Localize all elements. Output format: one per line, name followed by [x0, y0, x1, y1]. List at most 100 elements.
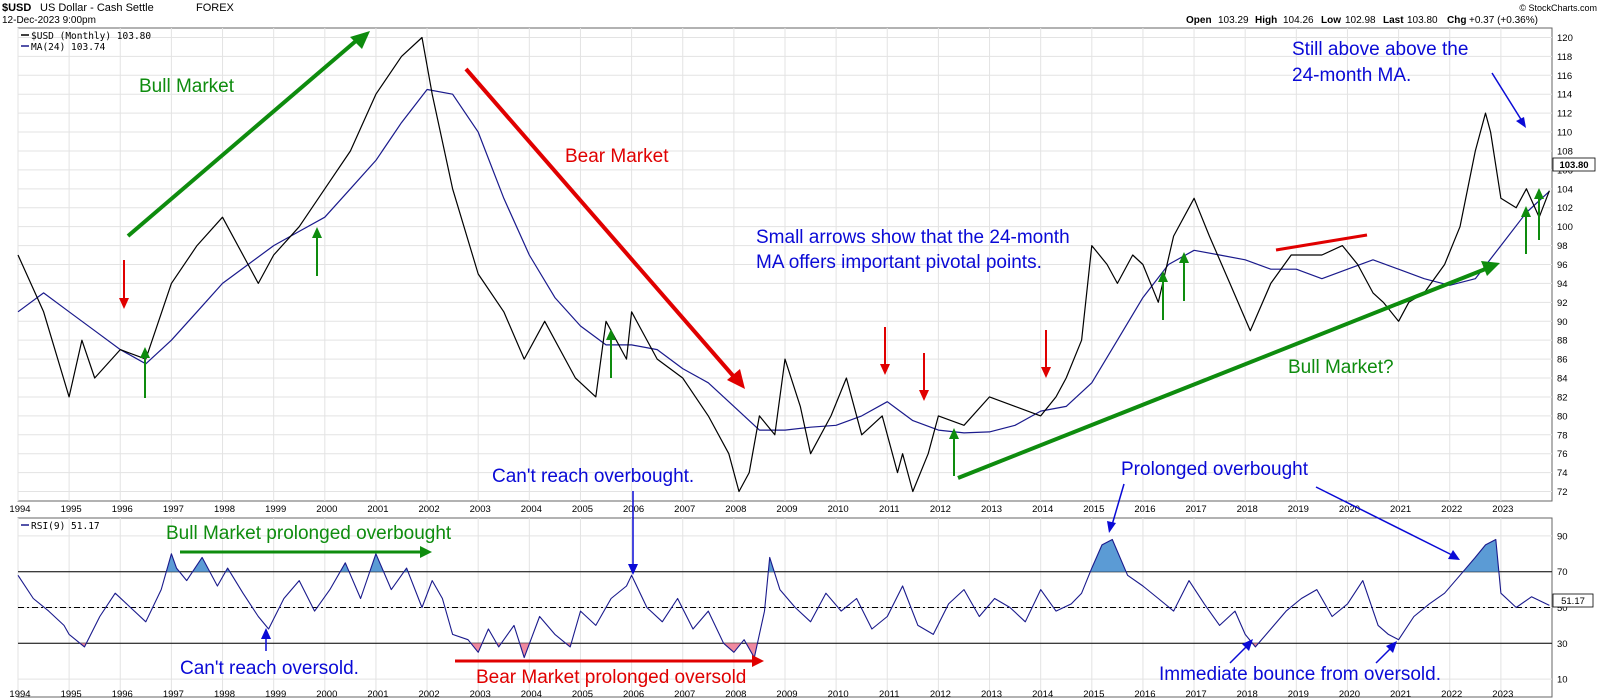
price-x-tick-label: 1998: [214, 504, 235, 515]
rsi-fill-layer: [80, 539, 1499, 658]
open-value: 103.29: [1218, 15, 1249, 26]
bull-question-trend-arrow: [957, 266, 1489, 480]
red-down-arrow: [119, 260, 129, 309]
rsi-overbought-fill: [1090, 539, 1127, 572]
price-x-tick-label: 2011: [879, 504, 899, 515]
price-y-tick-label: 84: [1557, 374, 1568, 385]
rsi-x-tick-label: 2022: [1441, 689, 1462, 700]
rsi-x-tick-label: 2016: [1134, 689, 1155, 700]
rsi-oversold-fill: [470, 643, 483, 653]
price-x-tick-label: 2002: [418, 504, 439, 515]
rsi-x-tick-label: 2011: [879, 689, 899, 700]
rsi-x-tick-label: 2013: [981, 689, 1002, 700]
rsi-overbought-fill: [192, 557, 210, 572]
bull-trend-arrow: [126, 38, 359, 238]
low-label: Low: [1321, 15, 1341, 26]
chg-label: Chg: [1447, 15, 1466, 26]
rsi-x-tick-label: 2023: [1492, 689, 1513, 700]
price-x-tick-label: 1994: [9, 504, 30, 515]
price-annotations: Bull Market Bear Market Small arrows sho…: [139, 39, 1468, 378]
instrument-name: US Dollar - Cash Settle: [40, 2, 154, 14]
rsi-last-value: 51.17: [1561, 596, 1585, 607]
price-x-tick-label: 2022: [1441, 504, 1462, 515]
blue-pointer-arrow: [1375, 641, 1397, 664]
price-legend: $USD (Monthly) 103.80 MA(24) 103.74: [21, 31, 151, 53]
annotation-bull-prolonged-overbought: Bull Market prolonged overbought: [166, 523, 452, 544]
price-y-tick-label: 90: [1557, 317, 1568, 328]
price-x-tick-label: 2005: [572, 504, 593, 515]
price-y-tick-label: 74: [1557, 468, 1568, 479]
rsi-y-tick-label: 30: [1557, 639, 1568, 650]
series-layer: [17, 36, 1550, 659]
rsi-legend-label: RSI(9) 51.17: [31, 521, 100, 532]
ma24-line: [17, 88, 1550, 434]
annotation-bull-market: Bull Market: [139, 76, 235, 97]
tick-layer: 1994 1994 1995 1995 1996 1996 1997 1997 1998 1998…: [9, 33, 1572, 700]
rsi-x-tick-label: 1999: [265, 689, 286, 700]
rsi-x-tick-label: 2010: [828, 689, 849, 700]
price-x-tick-label: 1997: [163, 504, 184, 515]
price-x-tick-label: 2007: [674, 504, 695, 515]
price-y-tick-label: 114: [1557, 90, 1572, 101]
price-y-tick-label: 86: [1557, 355, 1568, 366]
price-y-tick-label: 78: [1557, 430, 1568, 441]
price-y-tick-label: 108: [1557, 146, 1573, 157]
low-value: 102.98: [1345, 15, 1376, 26]
bull-trend-arrowhead: [350, 31, 370, 49]
price-x-tick-label: 2008: [725, 504, 746, 515]
last-value: 103.80: [1407, 15, 1438, 26]
price-x-tick-label: 1995: [61, 504, 82, 515]
annotation-small-arrows-line1: Small arrows show that the 24-month: [756, 227, 1070, 248]
rsi-oversold-fill: [1252, 643, 1259, 647]
rsi-legend: RSI(9) 51.17: [21, 521, 100, 532]
high-label: High: [1255, 15, 1277, 26]
usd-price-line: [17, 36, 1550, 493]
rsi-x-tick-label: 2002: [418, 689, 439, 700]
annotation-bear-prolonged-oversold: Bear Market prolonged oversold: [476, 667, 746, 688]
red-down-arrow: [919, 353, 929, 401]
price-y-tick-label: 88: [1557, 336, 1568, 347]
rsi-x-tick-label: 2018: [1237, 689, 1258, 700]
price-y-tick-label: 92: [1557, 298, 1568, 309]
annotation-bull-market-question: Bull Market?: [1288, 357, 1394, 378]
green-up-arrow: [606, 329, 616, 378]
green-up-arrow: [1158, 271, 1168, 320]
red-right-arrow: [455, 655, 764, 667]
price-x-tick-label: 1996: [112, 504, 133, 515]
rsi-x-tick-label: 2000: [316, 689, 337, 700]
rsi-x-tick-label: 1996: [112, 689, 133, 700]
price-x-tick-label: 2023: [1492, 504, 1513, 515]
annotation-immediate-bounce: Immediate bounce from oversold.: [1159, 664, 1441, 685]
price-y-tick-label: 100: [1557, 222, 1573, 233]
last-value-callouts: 103.80 51.17: [1552, 157, 1596, 608]
green-up-arrow: [312, 227, 322, 276]
price-y-tick-label: 96: [1557, 260, 1568, 271]
green-up-arrow: [1534, 188, 1544, 240]
annotation-cant-reach-overbought: Can't reach overbought.: [492, 466, 694, 487]
price-x-tick-label: 1999: [265, 504, 286, 515]
rsi-x-tick-label: 2004: [521, 689, 542, 700]
price-y-tick-label: 112: [1557, 109, 1572, 120]
open-label: Open: [1186, 15, 1212, 26]
bull-question-arrowhead: [1481, 261, 1500, 276]
rsi-x-tick-label: 2017: [1185, 689, 1206, 700]
rsi-overbought-fill: [369, 553, 384, 572]
rsi-x-tick-label: 2007: [674, 689, 695, 700]
annotation-bear-market: Bear Market: [565, 146, 669, 167]
rsi-oversold-fill: [519, 643, 530, 658]
exchange-label: FOREX: [196, 2, 235, 14]
price-x-tick-label: 2000: [316, 504, 337, 515]
blue-pointer-arrow: [1315, 486, 1460, 560]
last-label: Last: [1383, 15, 1404, 26]
rsi9-line: [17, 538, 1550, 659]
blue-pointer-arrow: [1107, 483, 1125, 533]
price-x-tick-label: 2010: [828, 504, 849, 515]
price-legend-label: $USD (Monthly) 103.80: [31, 31, 151, 42]
rsi-x-tick-label: 2019: [1288, 689, 1309, 700]
price-y-tick-label: 98: [1557, 241, 1568, 252]
price-y-tick-label: 102: [1557, 203, 1573, 214]
rsi-y-tick-label: 90: [1557, 531, 1568, 542]
rsi-x-tick-label: 2003: [470, 689, 491, 700]
price-y-tick-label: 82: [1557, 392, 1568, 403]
rsi-x-tick-label: 2001: [367, 689, 388, 700]
